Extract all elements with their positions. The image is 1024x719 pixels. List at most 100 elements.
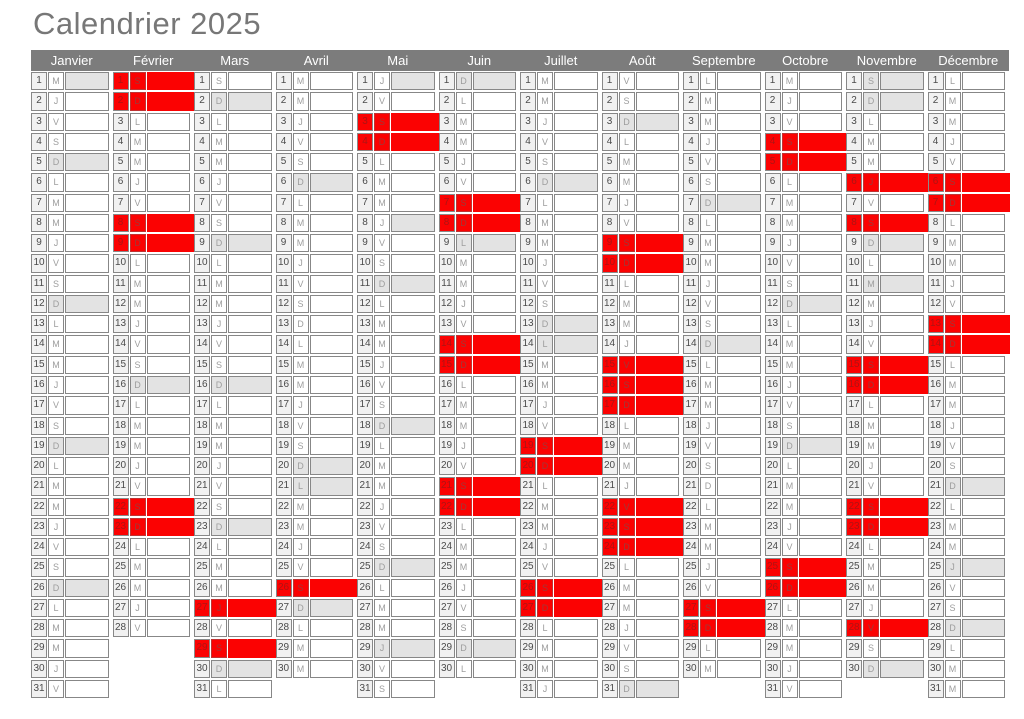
day-number: 10 (194, 254, 210, 273)
day-letter: J (618, 477, 635, 496)
day-number: 21 (438, 477, 455, 496)
day-row: 28 V (112, 619, 190, 638)
day-row: 14 M (357, 335, 435, 354)
day-letter: J (211, 315, 227, 334)
day-number: 18 (194, 416, 210, 435)
day-note-cell (635, 254, 679, 273)
day-row: 15 L (927, 355, 1005, 375)
day-number: 24 (112, 538, 129, 557)
day-number: 8 (31, 213, 47, 233)
day-letter: S (48, 132, 64, 152)
day-letter: M (537, 213, 553, 233)
day-note-cell (717, 416, 761, 435)
day-letter: M (292, 517, 309, 537)
day-note-cell (391, 477, 435, 496)
day-row: 11 D (357, 274, 435, 293)
day-row: 24 D (601, 538, 679, 557)
day-letter: D (944, 477, 961, 496)
day-number: 12 (194, 294, 210, 314)
day-row: 18 S (764, 416, 842, 435)
day-letter: J (618, 193, 635, 212)
day-note-cell (391, 598, 435, 618)
day-letter: M (374, 457, 390, 476)
day-note-cell (717, 659, 761, 678)
day-letter: M (455, 254, 472, 273)
day-note-cell (228, 355, 272, 375)
day-number: 15 (520, 355, 536, 375)
day-row: 20 V (438, 457, 516, 476)
day-letter: D (863, 92, 879, 111)
day-letter: L (700, 72, 716, 91)
day-row: 12 D (764, 294, 842, 314)
day-note-cell (961, 578, 1005, 597)
day-letter: S (618, 659, 635, 678)
day-note-cell (554, 457, 598, 476)
day-row: 27 L (764, 598, 842, 618)
day-letter: D (48, 436, 64, 456)
day-note-cell (717, 355, 761, 375)
day-letter: D (211, 234, 227, 253)
day-note-cell (391, 538, 435, 557)
day-letter: M (781, 497, 798, 516)
day-number: 6 (31, 173, 47, 192)
day-letter: V (48, 254, 64, 273)
day-letter: M (48, 497, 64, 516)
day-note-cell (228, 497, 272, 516)
day-note-cell (391, 335, 435, 354)
day-number: 3 (764, 112, 781, 131)
day-number: 24 (846, 538, 862, 557)
day-note-cell (146, 477, 190, 496)
day-number: 4 (31, 132, 47, 152)
month-column: 1 M 2 M 3 J 4 V 5 S 6 D 7 L 8 M 9 M 10 J 11 V 12 S 13 D 14 L 15 M 16 M 1… (275, 72, 358, 700)
day-number: 16 (601, 375, 618, 395)
day-letter: J (129, 598, 146, 618)
day-note-cell (554, 639, 598, 658)
day-row: 17 M (683, 396, 761, 415)
day-letter: V (211, 335, 227, 354)
day-note-cell (961, 497, 1005, 516)
day-letter: D (455, 213, 472, 233)
day-note-cell (65, 153, 109, 172)
day-row: 25 J (927, 558, 1005, 577)
day-note-cell (146, 517, 190, 537)
day-note-cell (65, 92, 109, 111)
day-row: 24 V (764, 538, 842, 557)
day-row: 26 S (520, 578, 598, 597)
day-row: 21 M (31, 477, 109, 496)
day-note-cell (472, 659, 516, 678)
day-note-cell (554, 558, 598, 577)
day-letter: S (374, 254, 390, 273)
day-letter: M (537, 375, 553, 395)
day-row: 27 J (846, 598, 924, 618)
day-number: 19 (846, 436, 862, 456)
day-letter: M (618, 153, 635, 172)
day-number: 27 (112, 598, 129, 618)
day-letter: S (211, 497, 227, 516)
day-letter: L (455, 92, 472, 111)
day-note-cell (146, 193, 190, 212)
day-note-cell (391, 112, 435, 131)
day-row: 18 D (357, 416, 435, 435)
day-letter: D (618, 396, 635, 415)
day-note-cell (391, 578, 435, 597)
day-row: 29 M (275, 639, 353, 658)
day-row: 13 M (357, 315, 435, 334)
day-note-cell (717, 92, 761, 111)
day-letter: M (781, 72, 798, 91)
day-row: 31 M (927, 679, 1005, 699)
day-letter: M (129, 153, 146, 172)
day-note-cell (228, 639, 272, 658)
day-row: 31 D (601, 679, 679, 699)
day-note-cell (472, 153, 516, 172)
day-note-cell (880, 254, 924, 273)
day-letter: V (129, 619, 146, 638)
day-number: 16 (438, 375, 455, 395)
day-note-cell (961, 598, 1005, 618)
day-letter: V (781, 396, 798, 415)
day-row: 22 S (194, 497, 272, 516)
